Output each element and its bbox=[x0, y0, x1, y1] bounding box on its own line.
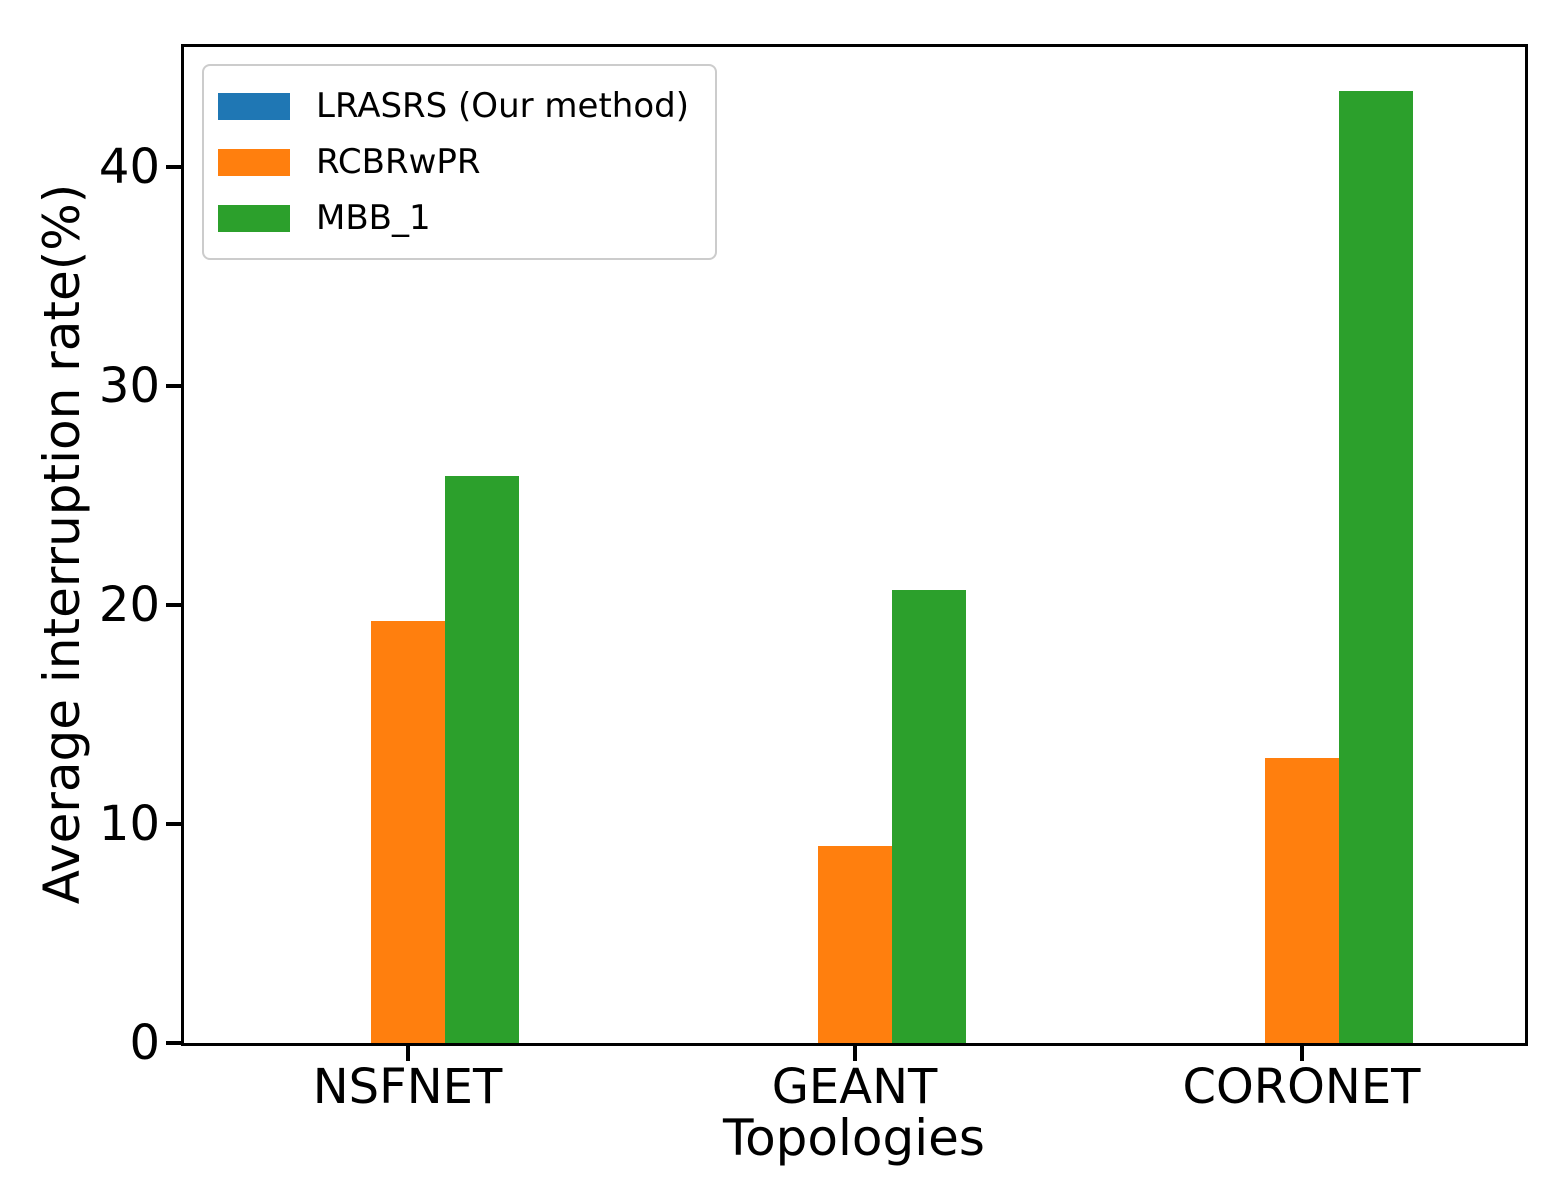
y-tick-label: 30 bbox=[98, 358, 160, 415]
legend-label: LRASRS (Our method) bbox=[316, 86, 689, 126]
y-tick-label: 10 bbox=[98, 796, 160, 853]
x-tick-label: NSFNET bbox=[312, 1059, 503, 1115]
y-tick-label: 0 bbox=[129, 1015, 160, 1071]
y-tick-mark bbox=[166, 1041, 184, 1045]
legend: LRASRS (Our method) RCBRwPR MBB_1 bbox=[202, 64, 717, 260]
x-tick-mark bbox=[852, 1046, 857, 1061]
legend-swatch-icon bbox=[218, 92, 290, 120]
legend-swatch-icon bbox=[218, 204, 290, 232]
bar-mbb-1-geant bbox=[891, 589, 966, 1043]
y-tick-mark bbox=[166, 822, 184, 827]
legend-label: MBB_1 bbox=[316, 198, 431, 238]
legend-row: RCBRwPR bbox=[218, 134, 689, 190]
bar-mbb-1-nsfnet bbox=[444, 476, 519, 1043]
legend-swatch-icon bbox=[218, 148, 290, 176]
plot-area: LRASRS (Our method) RCBRwPR MBB_1 bbox=[181, 44, 1528, 1046]
legend-label: RCBRwPR bbox=[316, 142, 481, 182]
bar-mbb-1-coronet bbox=[1338, 90, 1413, 1043]
x-tick-mark bbox=[405, 1046, 410, 1061]
x-axis-label: Topologies bbox=[723, 1109, 985, 1167]
y-tick-mark bbox=[166, 603, 184, 608]
y-tick-mark bbox=[166, 384, 184, 389]
bar-rcbrwpr-coronet bbox=[1264, 758, 1339, 1043]
bar-rcbrwpr-geant bbox=[817, 846, 892, 1043]
y-tick-label: 20 bbox=[98, 577, 160, 634]
y-tick-mark bbox=[166, 165, 184, 170]
x-tick-mark bbox=[1299, 1046, 1304, 1061]
legend-row: LRASRS (Our method) bbox=[218, 78, 689, 134]
y-tick-label: 40 bbox=[98, 139, 160, 196]
y-axis-label: Average interruption rate(%) bbox=[33, 183, 91, 905]
x-tick-label: CORONET bbox=[1182, 1059, 1421, 1115]
x-tick-label: GEANT bbox=[771, 1059, 938, 1115]
bar-rcbrwpr-nsfnet bbox=[370, 620, 445, 1043]
legend-row: MBB_1 bbox=[218, 190, 689, 246]
